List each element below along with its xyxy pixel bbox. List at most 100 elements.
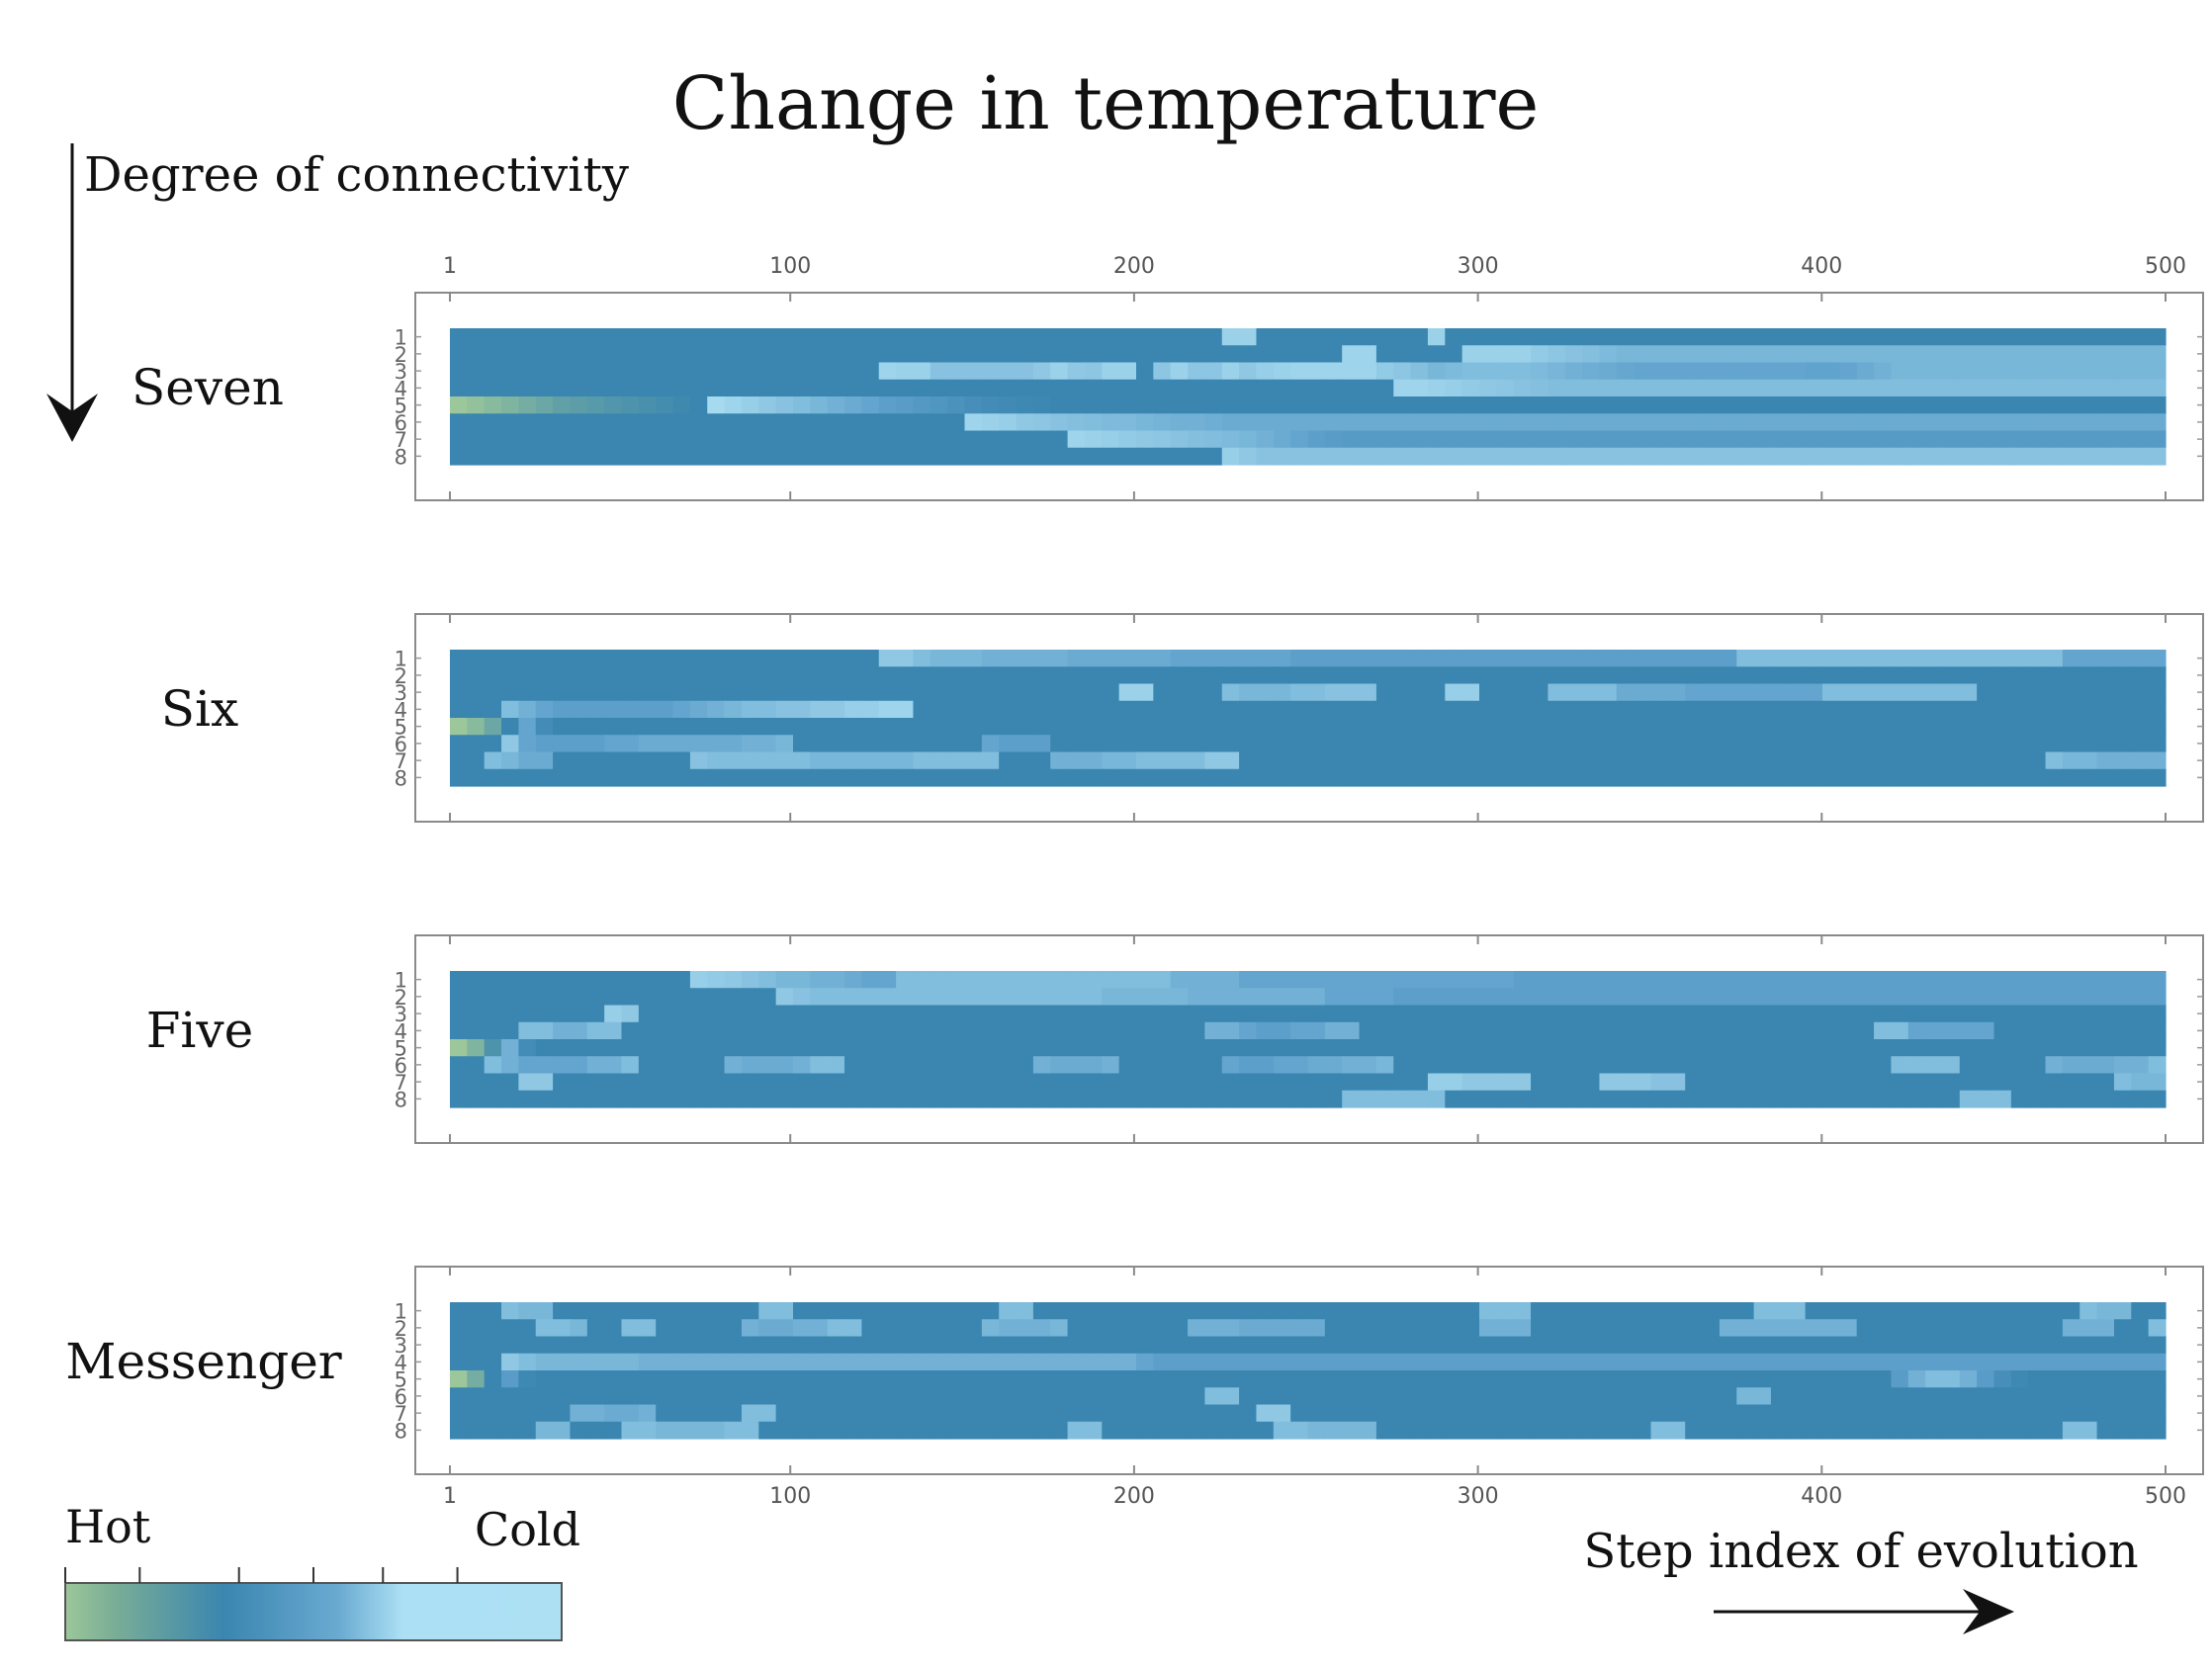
heat-cell <box>1290 396 1309 414</box>
heat-cell <box>2010 666 2029 685</box>
heat-cell <box>1496 328 1515 346</box>
heat-cell <box>1239 1302 1258 1320</box>
heat-cell <box>1427 328 1446 346</box>
heat-cell <box>793 379 811 397</box>
heat-cell <box>1753 1005 1772 1023</box>
heat-cell <box>638 768 657 787</box>
heat-cell <box>518 988 537 1007</box>
heat-cell <box>2045 735 2064 753</box>
heat-cell <box>2028 1302 2047 1320</box>
heat-cell <box>689 1370 708 1388</box>
heat-cell <box>1822 1387 1840 1406</box>
heat-cell <box>604 735 623 753</box>
heat-cell <box>1050 1370 1069 1388</box>
heat-cell <box>1410 413 1429 432</box>
heat-cell <box>1032 1319 1051 1338</box>
heat-cell <box>1564 447 1583 466</box>
heat-cell <box>2079 1090 2098 1108</box>
heat-cell <box>1393 328 1412 346</box>
heat-cell <box>1461 362 1480 381</box>
heat-cell <box>1342 1421 1361 1440</box>
heat-cell <box>981 1005 1000 1023</box>
heat-cell <box>1907 1073 1926 1092</box>
heat-cell <box>2028 1056 2047 1075</box>
heat-cell <box>1427 650 1446 667</box>
heat-cell <box>484 328 502 346</box>
heat-cell <box>1393 1039 1412 1057</box>
heat-cell <box>1496 1336 1515 1355</box>
heat-cell <box>2079 447 2098 466</box>
heat-cell <box>707 666 726 685</box>
heat-cell <box>689 328 708 346</box>
heat-cell <box>947 988 966 1007</box>
heat-cell <box>2045 718 2064 736</box>
heat-cell <box>724 1005 743 1023</box>
heat-cell <box>450 362 468 381</box>
heat-cell <box>604 328 623 346</box>
heat-cell <box>878 1021 897 1040</box>
heat-cell <box>1067 345 1086 364</box>
heat-cell <box>1118 1387 1137 1406</box>
heat-cell <box>1856 413 1875 432</box>
heat-cell <box>2148 650 2167 667</box>
heat-cell <box>793 1370 811 1388</box>
heat-cell <box>1822 396 1840 414</box>
heat-cell <box>1907 1387 1926 1406</box>
heat-cell <box>1375 379 1394 397</box>
heat-cell <box>1461 396 1480 414</box>
heat-cell <box>999 1353 1018 1371</box>
heat-cell <box>1959 345 1978 364</box>
heat-cell <box>1993 413 2012 432</box>
heat-cell <box>1393 1387 1412 1406</box>
heat-cell <box>947 1387 966 1406</box>
heat-cell <box>570 650 588 667</box>
heat-cell <box>621 430 640 449</box>
heat-cell <box>1324 430 1343 449</box>
heat-cell <box>1118 1005 1137 1023</box>
heat-cell <box>553 396 572 414</box>
heat-cell <box>1239 430 1258 449</box>
heat-cell <box>1170 1336 1189 1355</box>
heat-cell <box>1599 379 1618 397</box>
heat-cell <box>535 1404 554 1423</box>
heat-cell <box>501 328 519 346</box>
heat-cell <box>2113 1370 2132 1388</box>
heat-cell <box>1359 1336 1377 1355</box>
heat-cell <box>467 328 486 346</box>
heat-cell <box>1805 1021 1823 1040</box>
heat-cell <box>947 1073 966 1092</box>
heat-cell <box>1770 1005 1789 1023</box>
heat-cell <box>1993 396 2012 414</box>
heat-cell <box>1753 379 1772 397</box>
heat-cell <box>2096 683 2115 702</box>
heat-cell <box>1667 1039 1686 1057</box>
heat-cell <box>2010 1387 2029 1406</box>
heat-cell <box>450 396 468 414</box>
heat-cell <box>1461 718 1480 736</box>
heat-cell <box>535 1336 554 1355</box>
heat-cell <box>1753 345 1772 364</box>
heat-cell <box>999 1336 1018 1355</box>
heat-cell <box>1136 362 1154 381</box>
heat-cell <box>1050 666 1069 685</box>
heat-cell <box>1188 328 1205 346</box>
heat-cell <box>2148 1073 2167 1092</box>
heat-cell <box>1153 1056 1172 1075</box>
heat-cell <box>2062 971 2080 989</box>
heat-cell <box>656 1021 674 1040</box>
heat-cell <box>2148 413 2167 432</box>
heat-cell <box>1307 735 1326 753</box>
heat-cell <box>1256 1039 1275 1057</box>
heat-cell <box>1634 447 1652 466</box>
heat-cell <box>1634 768 1652 787</box>
heat-cell <box>964 1336 983 1355</box>
heat-cell <box>2131 379 2150 397</box>
heat-cell <box>518 1039 537 1057</box>
heat-cell <box>1977 971 1995 989</box>
heat-cell <box>586 1387 605 1406</box>
heat-cell <box>1925 1056 1944 1075</box>
heat-cell <box>1393 666 1412 685</box>
heat-cell <box>1977 1090 1995 1108</box>
heat-cell <box>1702 1073 1721 1092</box>
heat-cell <box>1204 328 1223 346</box>
